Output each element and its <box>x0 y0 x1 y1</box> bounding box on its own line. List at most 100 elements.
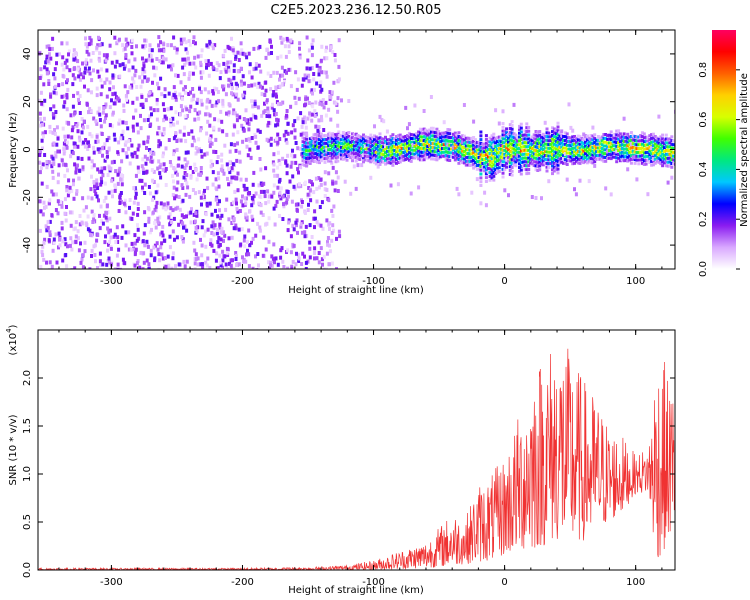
spectrogram-cell <box>125 154 129 159</box>
spectrogram-cell <box>574 156 578 160</box>
spectrogram-cell <box>484 168 488 172</box>
spectrogram-cell <box>131 154 135 159</box>
spectrogram-cell <box>629 142 633 147</box>
colorbar-tick-label: 0.2 <box>698 211 709 227</box>
spectrogram-cell <box>503 133 507 137</box>
spectrogram-cell <box>385 129 389 134</box>
spectrogram-cell <box>278 177 282 182</box>
spectrogram-cell <box>141 185 144 190</box>
spectrogram-cell <box>635 143 639 147</box>
spectrogram-cell <box>574 140 578 144</box>
spectrogram-cell <box>325 138 329 142</box>
spectrogram-cell <box>514 137 518 141</box>
spectrogram-cell <box>644 135 648 139</box>
spectrogram-cell <box>45 228 49 233</box>
spectrogram-cell <box>606 145 610 149</box>
spectrogram-cell <box>317 118 321 123</box>
spectrogram-cell <box>320 200 324 205</box>
spectrogram-cell <box>534 133 538 137</box>
spectrogram-cell <box>484 134 488 138</box>
spectrogram-cell <box>602 148 606 152</box>
spectrogram-cell <box>157 252 161 257</box>
spectrogram-cell <box>157 125 161 130</box>
spectrogram-cell <box>391 163 395 167</box>
spectrogram-cell <box>223 48 227 53</box>
spectrogram-cell <box>518 158 521 162</box>
spectrogram-cell <box>468 137 472 141</box>
spectrogram-cell <box>444 146 448 150</box>
spectrogram-cell <box>631 134 635 138</box>
spectrogram-cell <box>404 150 408 154</box>
spectrogram-cell <box>143 182 147 187</box>
spectrogram-cell <box>508 134 512 138</box>
spectrogram-cell <box>65 185 69 189</box>
spectrogram-cell <box>136 212 140 217</box>
spectrogram-cell <box>646 139 650 143</box>
spectrogram-cell <box>60 220 64 225</box>
spectrogram-cell <box>352 164 356 169</box>
spectrogram-cell <box>508 153 512 157</box>
spectrogram-cell <box>69 154 73 159</box>
spectrogram-x-label: Height of straight line (km) <box>288 285 424 296</box>
spectrogram-cell <box>169 43 173 48</box>
spectrogram-cell <box>149 53 153 58</box>
spectrogram-cell <box>518 166 521 170</box>
spectrogram-cell <box>407 147 411 151</box>
spectrogram-cell <box>395 135 398 138</box>
spectrogram-cell <box>179 80 183 85</box>
spectrogram-cell <box>275 117 279 122</box>
spectrogram-cell <box>439 151 443 155</box>
spectrogram-cell <box>147 185 151 189</box>
spectrogram-cell <box>244 212 248 217</box>
spectrogram-cell <box>589 141 593 145</box>
spectrogram-cell <box>354 140 358 144</box>
spectrogram-cell <box>87 42 91 47</box>
spectrogram-cell <box>38 160 42 165</box>
spectrogram-cell <box>304 267 308 269</box>
spectrogram-cell <box>272 90 276 94</box>
spectrogram-cell <box>308 111 312 116</box>
spectrogram-cell <box>417 149 421 153</box>
spectrogram-cell <box>310 143 314 147</box>
spectrogram-cell <box>167 263 171 268</box>
spectrogram-cell <box>95 134 99 139</box>
spectrogram-cell <box>224 69 228 74</box>
spectrogram-cell <box>358 142 362 146</box>
spectrogram-cell <box>206 227 210 232</box>
spectrogram-cell <box>497 143 501 147</box>
spectrogram-cell <box>327 107 331 112</box>
spectrogram-cell <box>604 140 608 144</box>
spectrogram-cell <box>418 135 422 139</box>
spectrogram-cell <box>96 266 99 269</box>
spectrogram-cell <box>527 133 531 137</box>
spectrogram-cell <box>369 145 373 148</box>
spectrogram-cell <box>45 162 49 167</box>
spectrogram-cell <box>48 260 52 265</box>
spectrogram-cell <box>118 267 122 269</box>
spectrogram-cell <box>141 267 145 269</box>
spectrogram-cell <box>481 165 485 169</box>
spectrogram-cell <box>60 41 64 46</box>
spectrogram-cell <box>593 148 597 152</box>
spectrogram-cell <box>431 138 435 142</box>
spectrogram-cell <box>278 214 281 218</box>
spectrogram-cell <box>606 141 610 145</box>
spectrogram-cell <box>562 135 565 138</box>
spectrogram-cell <box>369 156 373 160</box>
spectrogram-cell <box>234 54 238 59</box>
spectrogram-cell <box>573 142 576 146</box>
spectrogram-cell <box>301 117 305 122</box>
spectrogram-cell <box>565 163 569 166</box>
spectrogram-cell <box>206 59 210 64</box>
spectrogram-cell <box>96 233 100 237</box>
spectrogram-cell <box>81 125 85 130</box>
spectrogram-cell <box>448 143 452 147</box>
spectrogram-cell <box>154 218 158 223</box>
spectrogram-cell <box>90 90 93 95</box>
spectrogram-cell <box>446 128 450 131</box>
spectrogram-cell <box>184 47 188 52</box>
spectrogram-cell <box>453 131 457 135</box>
spectrogram-cell <box>490 164 494 168</box>
spectrogram-cell <box>574 148 578 152</box>
spectrogram-cell <box>385 138 389 142</box>
